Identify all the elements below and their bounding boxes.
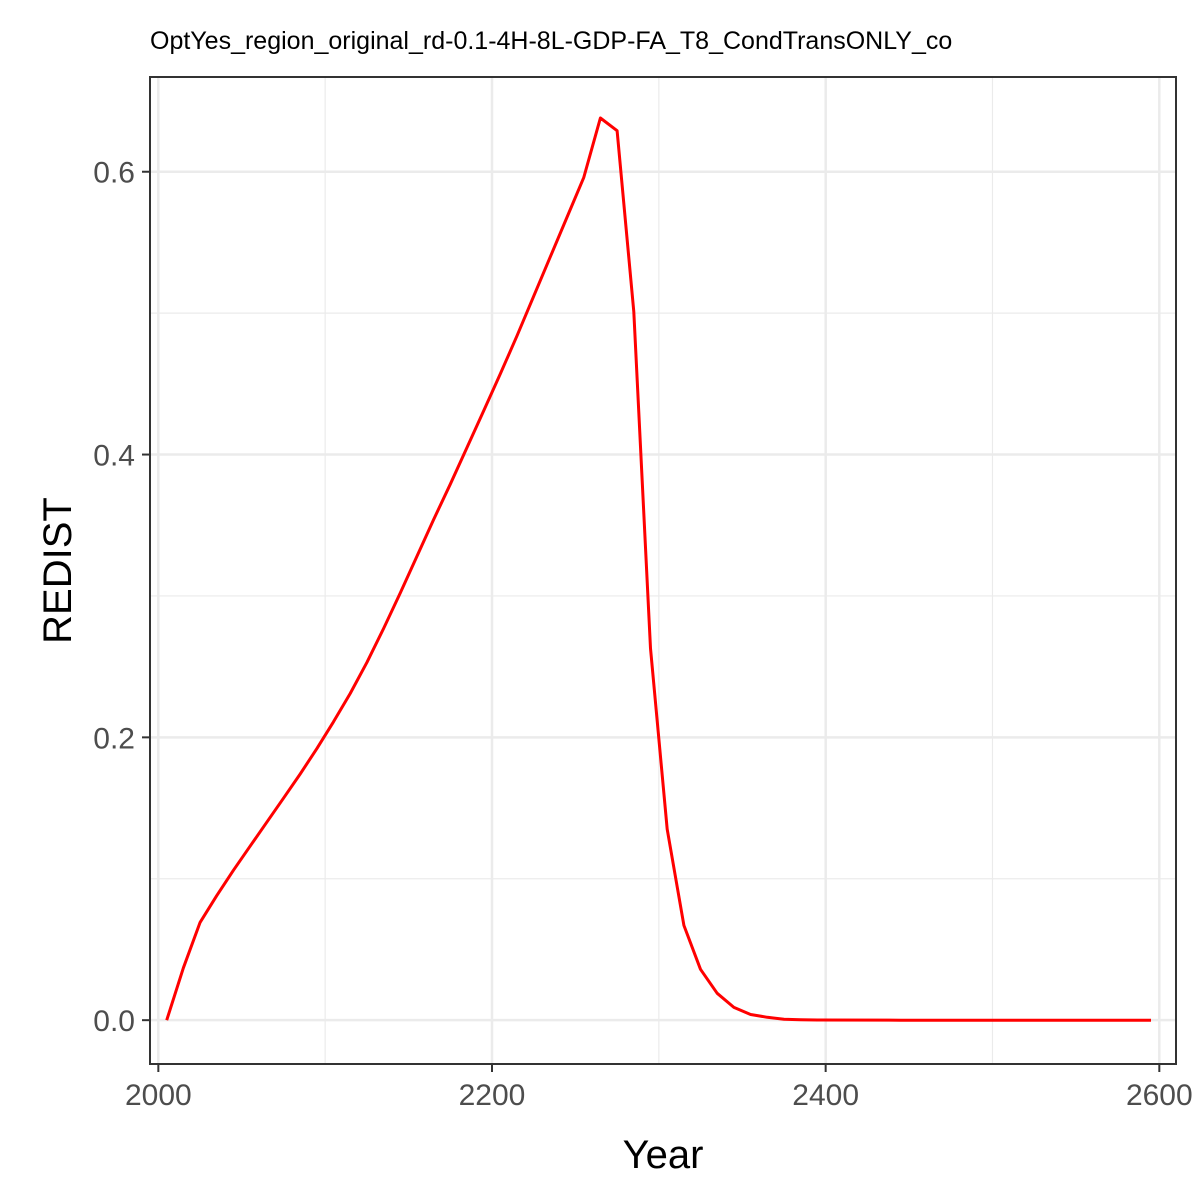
x-tick-label: 2200 (459, 1079, 526, 1112)
grid (150, 77, 1176, 1064)
axis-ticks: 2000 2200 2400 2600 0.0 0.2 0.4 0.6 (93, 157, 1192, 1112)
chart-title: OptYes_region_original_rd-0.1-4H-8L-GDP-… (150, 27, 952, 55)
y-tick-label: 0.2 (93, 722, 135, 755)
x-axis-label: Year (623, 1133, 704, 1177)
x-tick-label: 2000 (125, 1079, 192, 1112)
series-line-1 (165, 116, 1151, 1022)
y-tick-label: 0.6 (93, 157, 135, 190)
x-tick-label: 2600 (1126, 1079, 1193, 1112)
y-tick-label: 0.4 (93, 440, 135, 473)
y-tick-label: 0.0 (93, 1005, 135, 1038)
series-layer (165, 116, 1151, 1022)
x-tick-label: 2400 (792, 1079, 859, 1112)
y-axis-label: REDIST (36, 497, 80, 644)
plot-panel-border (149, 76, 1177, 1065)
